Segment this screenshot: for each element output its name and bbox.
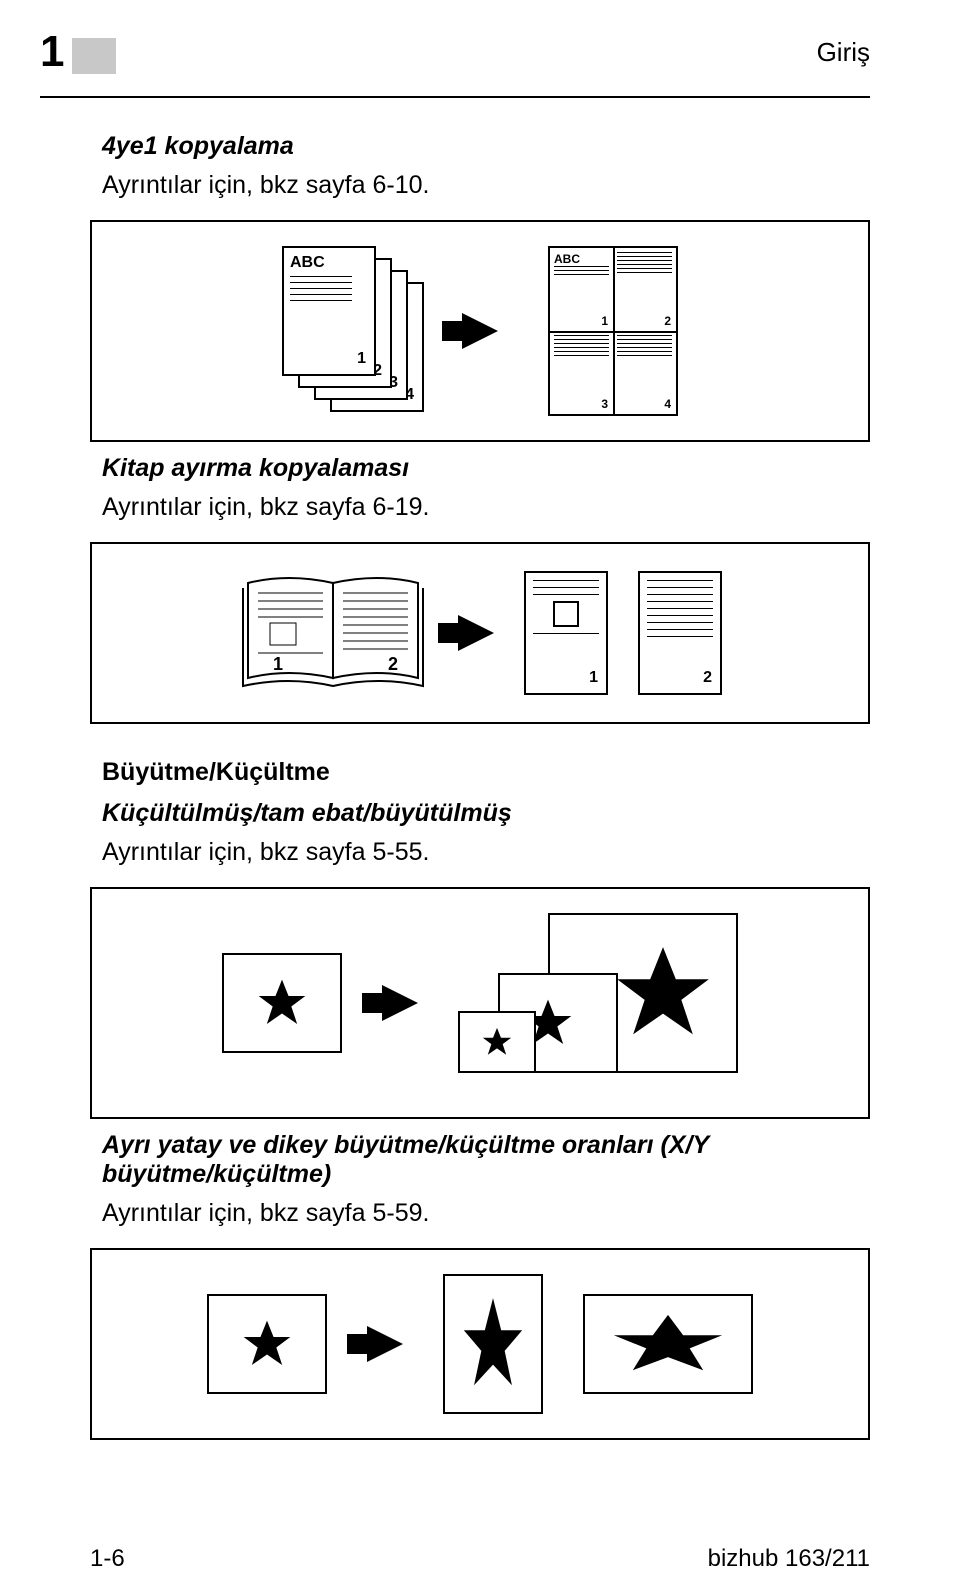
section2-ref: Ayrıntılar için, bkz sayfa 6-19.: [102, 493, 870, 522]
figure-xy-zoom: [90, 1248, 870, 1440]
section3-bold-title: Büyütme/Küçültme: [102, 758, 870, 787]
output-page-2: 2: [638, 571, 722, 695]
star-icon: [608, 938, 718, 1048]
section-header-bar: 1 Giriş: [90, 30, 870, 74]
stack-page-num: 1: [357, 350, 366, 368]
star-icon: [458, 1289, 528, 1399]
svg-text:1: 1: [273, 654, 283, 674]
section3-sub-title: Küçültülmüş/tam ebat/büyütülmüş: [102, 799, 870, 828]
zoom-output-stack: [458, 913, 738, 1093]
figure-4in1: 4 3 2 ABC 1 ABC 1: [90, 220, 870, 442]
grid-cell-num: 2: [664, 314, 671, 328]
figure-zoom: [90, 887, 870, 1119]
arrow-icon: [458, 615, 494, 651]
stack-page-label: ABC: [290, 254, 368, 272]
xy-tall: [443, 1274, 543, 1414]
section2-title: Kitap ayırma kopyalaması: [102, 454, 870, 483]
section-number: 1: [40, 30, 64, 74]
xy-wide: [583, 1294, 753, 1394]
page-footer: 1-6 bizhub 163/211: [90, 1545, 870, 1573]
star-icon: [254, 975, 310, 1031]
section4-ref: Ayrıntılar için, bkz sayfa 5-59.: [102, 1199, 870, 1228]
page-num: 1: [589, 669, 598, 687]
section3-ref: Ayrıntılar için, bkz sayfa 5-55.: [102, 838, 870, 867]
xy-source: [207, 1294, 327, 1394]
figure-book: 1 2 1 2: [90, 542, 870, 724]
section1-title: 4ye1 kopyalama: [102, 132, 870, 161]
arrow-icon: [382, 985, 418, 1021]
svg-text:2: 2: [388, 654, 398, 674]
section4-title: Ayrı yatay ve dikey büyütme/küçültme ora…: [102, 1131, 870, 1189]
arrow-icon: [462, 313, 498, 349]
grid-cell-label: ABC: [554, 252, 609, 266]
arrow-icon: [367, 1326, 403, 1362]
stack-page-1: ABC 1: [282, 246, 376, 376]
grid-cell-num: 4: [664, 397, 671, 411]
output-4up: ABC 1 2 3 4: [548, 246, 678, 416]
grid-cell-num: 1: [601, 314, 608, 328]
star-icon: [603, 1309, 733, 1379]
decorative-grey-block: [72, 38, 116, 74]
output-page-1: 1: [524, 571, 608, 695]
zoom-small: [458, 1011, 536, 1073]
page-num: 2: [703, 669, 712, 687]
section1-ref: Ayrıntılar için, bkz sayfa 6-10.: [102, 171, 870, 200]
book-icon: 1 2: [238, 568, 428, 698]
footer-right: bizhub 163/211: [708, 1545, 870, 1573]
document-page: 1 Giriş 4ye1 kopyalama Ayrıntılar için, …: [0, 0, 960, 1593]
star-icon: [239, 1316, 295, 1372]
star-icon: [480, 1025, 514, 1059]
zoom-source: [222, 953, 342, 1053]
source-stack: 4 3 2 ABC 1: [282, 246, 412, 416]
header-right-label: Giriş: [817, 37, 870, 68]
grid-cell-num: 3: [601, 397, 608, 411]
header-underline: [40, 96, 870, 98]
footer-left: 1-6: [90, 1545, 125, 1573]
